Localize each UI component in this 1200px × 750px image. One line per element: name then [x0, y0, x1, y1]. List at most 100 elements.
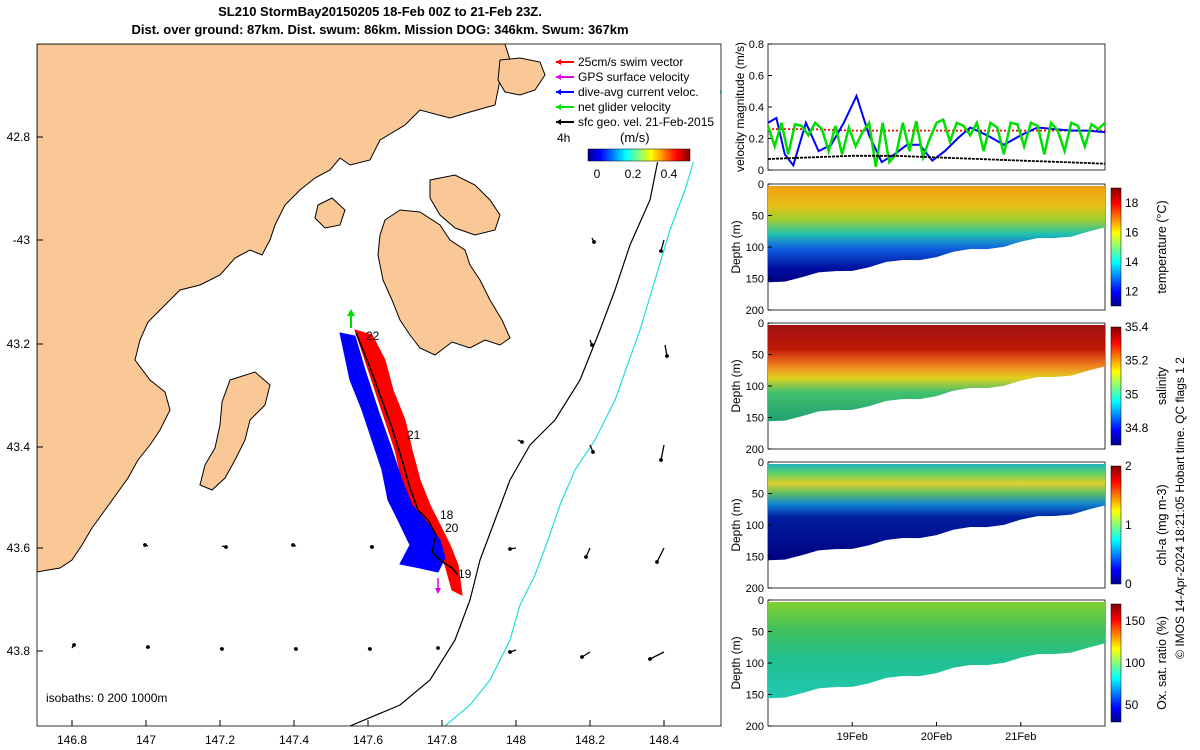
- vel-series-net-glider-velocity: [766, 117, 1106, 167]
- velocity-panel: 0 0.2 0.4 0.6 0.8 velocity magnitude (m/s): [733, 39, 1106, 177]
- vel-series-surface-geostrophic: [767, 154, 1106, 165]
- geo-vel-arrow: [660, 444, 665, 461]
- geo-vel-arrowhead: [520, 440, 524, 444]
- track-day-label-18: 18: [440, 508, 454, 522]
- section-colorbar-tick: 34.8: [1125, 421, 1149, 435]
- geo-vel-arrowhead: [368, 647, 372, 651]
- isobath-200m: [349, 149, 661, 727]
- section-ytick-label: 0: [758, 179, 764, 191]
- section-ytick-label: 100: [746, 658, 764, 670]
- geo-vel-arrowhead: [648, 657, 652, 661]
- vel-ytick-label: 0.6: [749, 71, 764, 83]
- section-ytick-label: 200: [746, 721, 764, 733]
- section-colorbar-tick: 100: [1125, 656, 1145, 670]
- land-forestier-peninsula: [429, 174, 501, 236]
- section-ytick-label: 100: [746, 520, 764, 532]
- section-colorbar-tick: 1: [1125, 518, 1132, 532]
- section-ytick-label: 200: [746, 444, 764, 456]
- lon-tick-label: 147.4: [279, 733, 309, 747]
- legend-note-4h: 4h: [557, 131, 570, 145]
- section-colorbar-tick: 50: [1125, 698, 1139, 712]
- land-layer: [37, 44, 546, 573]
- legend-swatch-arrowhead: [556, 74, 561, 80]
- section-ytick-label: 150: [746, 690, 764, 702]
- legend-label: net glider velocity: [578, 100, 671, 114]
- map-colorbar-tick-1: 0.2: [625, 167, 642, 181]
- section-ylabel: Depth (m): [729, 498, 743, 551]
- time-tick-label: 21Feb: [1005, 731, 1036, 743]
- section-ylabel: Depth (m): [729, 636, 743, 689]
- section-ytick-label: 50: [752, 627, 764, 639]
- section-colorbar-tick: 0: [1125, 577, 1132, 591]
- section-2: 0 50 100 150 200 Depth (m) 0 1 2 chl-a (mg m-3): [729, 457, 1169, 595]
- section-ytick-label: 0: [758, 318, 764, 330]
- geo-vel-arrow: [649, 651, 665, 660]
- net-glider-arrowhead: [347, 309, 355, 316]
- section-data-field: [768, 325, 1105, 422]
- track-day-label-19: 19: [458, 567, 472, 581]
- map-colorbar-unit: (m/s): [620, 130, 650, 145]
- vel-ytick-label: 0.4: [749, 102, 764, 114]
- geo-vel-arrowhead: [665, 354, 669, 358]
- section-data-field: [768, 186, 1105, 283]
- isobath-1000m: [444, 89, 722, 727]
- track-day-label-21: 21: [407, 428, 421, 442]
- section-ytick-label: 100: [746, 381, 764, 393]
- geo-vel-arrowhead: [655, 560, 659, 564]
- section-ylabel: Depth (m): [729, 359, 743, 412]
- map-legend-box: [550, 52, 720, 162]
- geo-vel-arrowhead: [72, 643, 76, 647]
- section-ytick-label: 150: [746, 274, 764, 286]
- land-bruny-island: [199, 371, 271, 491]
- section-ytick-label: 0: [758, 457, 764, 469]
- map-colorbar-tick-2: 0.4: [661, 167, 678, 181]
- velocity-ylabel: velocity magnitude (m/s): [733, 42, 747, 172]
- section-colorbar-label: temperature (°C): [1155, 200, 1169, 293]
- track-day-label-20: 20: [445, 521, 459, 535]
- lon-tick-label: 147: [136, 733, 156, 747]
- geo-vel-arrowhead: [584, 555, 588, 559]
- section-colorbar-label: Ox. sat. ratio (%): [1155, 616, 1169, 710]
- section-colorbar: [1110, 603, 1122, 723]
- geo-vel-arrowhead: [659, 249, 663, 253]
- geo-vel-arrowhead: [580, 655, 584, 659]
- geo-vel-arrowhead: [224, 545, 228, 549]
- chart-title-line2: Dist. over ground: 87km. Dist. swum: 86k…: [131, 22, 629, 37]
- section-data-field: [768, 602, 1105, 699]
- legend-label: GPS surface velocity: [578, 70, 689, 84]
- section-colorbar-tick: 35: [1125, 387, 1139, 401]
- section-3: 0 50 100 150 200 Depth (m) 50 100 150 Ox. sat. ra…: [729, 595, 1169, 733]
- legend-swatch-arrowhead: [556, 119, 561, 125]
- latitude-ticks: 42.8 -43 43.2 43.4 43.6 43.8: [7, 130, 43, 658]
- footer-credit: © IMOS 14-Apr-2024 18:21:05 Hobart time.…: [1173, 357, 1187, 659]
- section-colorbar-tick: 16: [1125, 225, 1139, 239]
- section-colorbar-label: chl-a (mg m-3): [1155, 484, 1169, 565]
- lon-tick-label: 147.6: [353, 733, 383, 747]
- lon-tick-label: 148.4: [649, 733, 679, 747]
- vel-ytick-label: 0.8: [749, 39, 764, 51]
- section-colorbar-tick: 35.2: [1125, 354, 1149, 368]
- section-colorbar-tick: 35.4: [1125, 320, 1149, 334]
- lon-tick-label: 147.8: [427, 733, 457, 747]
- vel-ytick-label: 0.2: [749, 134, 764, 146]
- geo-vel-arrowhead: [220, 647, 224, 651]
- geo-vel-arrowhead: [508, 547, 512, 551]
- land-mainland: [37, 44, 511, 573]
- section-ytick-label: 0: [758, 595, 764, 607]
- geo-vel-arrowhead: [508, 650, 512, 654]
- legend-swatch-arrowhead: [556, 104, 561, 110]
- section-colorbar: [1110, 187, 1122, 307]
- isobaths-label: isobaths: 0 200 1000m: [46, 691, 167, 705]
- land-tasman-peninsula: [377, 209, 511, 356]
- section-ytick-label: 200: [746, 583, 764, 595]
- lon-tick-label: 148: [506, 733, 526, 747]
- geo-vel-arrow: [660, 239, 665, 252]
- geo-vel-arrowhead: [143, 543, 147, 547]
- geo-vel-arrowhead: [291, 543, 295, 547]
- map-colorbar-tick-0: 0: [594, 167, 601, 181]
- geo-vel-arrowhead: [146, 645, 150, 649]
